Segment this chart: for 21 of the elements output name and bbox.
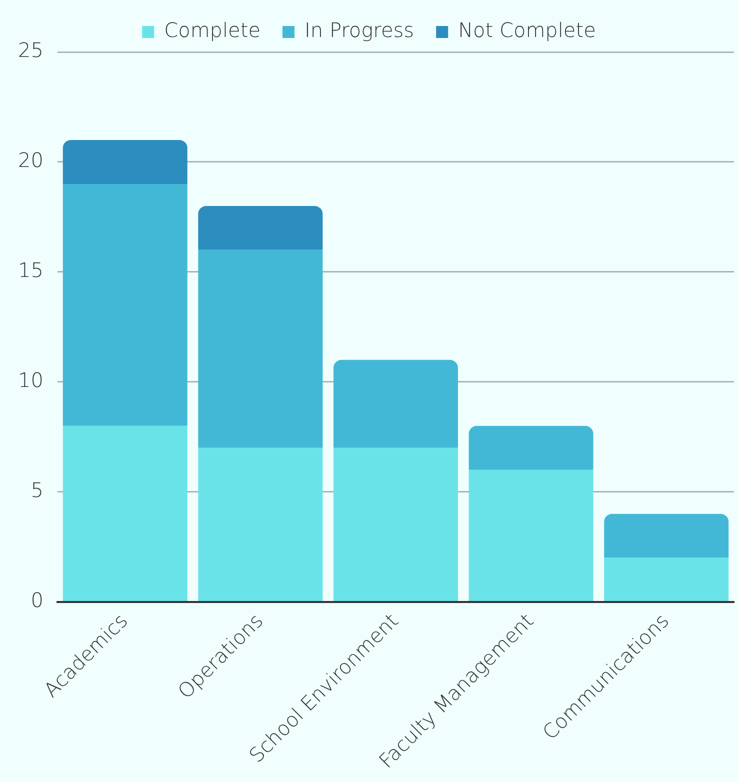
bar <box>62 426 188 602</box>
y-tick-label: 10 <box>18 368 44 392</box>
bar <box>198 250 323 448</box>
y-tick-label: 20 <box>18 148 44 172</box>
bar <box>62 140 188 184</box>
bar <box>198 206 323 250</box>
bar <box>604 558 729 602</box>
y-tick-label: 15 <box>18 258 44 282</box>
bar <box>468 470 594 602</box>
legend-label: In Progress <box>304 18 414 42</box>
legend-label: Complete <box>164 18 261 42</box>
bar <box>198 448 323 602</box>
y-tick-label: 5 <box>30 478 44 502</box>
bar <box>604 514 729 558</box>
y-tick-label: 0 <box>30 588 44 612</box>
y-tick-label: 25 <box>18 38 44 62</box>
legend-label: Not Complete <box>458 18 596 42</box>
bar <box>468 426 594 470</box>
bar <box>333 448 458 602</box>
bar <box>62 184 188 426</box>
bar <box>333 360 458 448</box>
